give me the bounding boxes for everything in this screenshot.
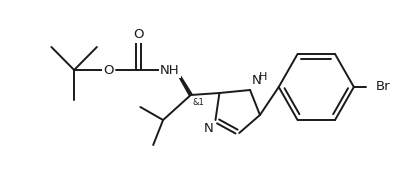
Text: N: N	[204, 122, 213, 135]
Text: NH: NH	[160, 64, 180, 76]
Text: O: O	[103, 64, 114, 76]
Text: H: H	[259, 72, 267, 82]
Text: Br: Br	[376, 80, 390, 93]
Text: O: O	[133, 29, 143, 41]
Text: N: N	[252, 74, 262, 87]
Text: &1: &1	[193, 98, 204, 107]
